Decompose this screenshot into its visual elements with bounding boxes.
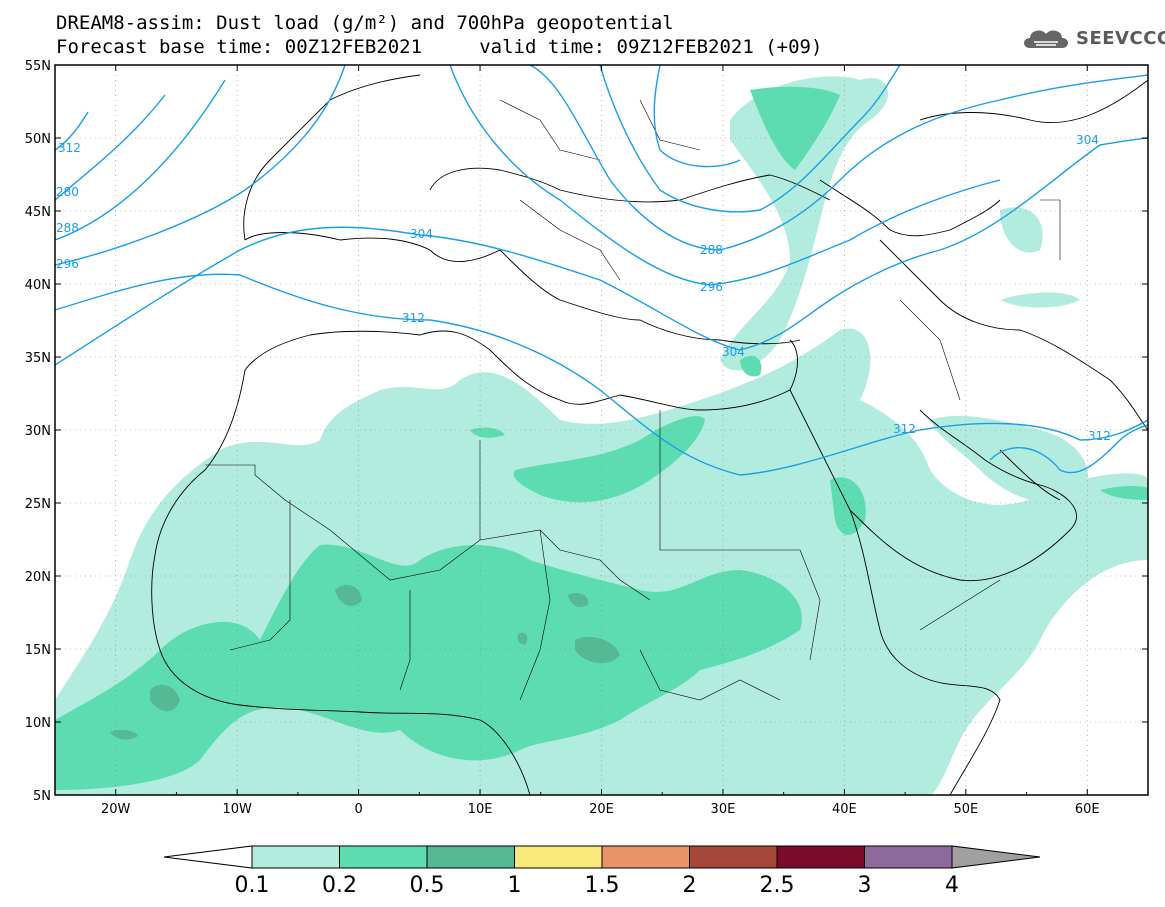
colorbar-segment — [601, 845, 690, 869]
seevccc-logo: SEEVCCC — [1020, 24, 1165, 52]
title-line-1: DREAM8-assim: Dust load (g/m²) and 700hP… — [56, 12, 674, 34]
contour-label: 312 — [1088, 429, 1111, 443]
contour-label: 296 — [700, 280, 723, 294]
lat-tick-label: 45N — [25, 205, 51, 220]
contour-label: 304 — [722, 345, 745, 359]
colorbar-segment — [776, 845, 865, 869]
lat-tick-label: 40N — [25, 278, 51, 293]
lon-tick-label: 20E — [589, 802, 614, 817]
lon-tick-label: 50E — [953, 802, 978, 817]
dust-level-0-5 — [110, 584, 620, 740]
contour-label: 288 — [700, 243, 723, 257]
country-borders — [205, 99, 1061, 701]
colorbar-segment — [251, 845, 340, 869]
dust-level-0-2 — [55, 86, 1148, 790]
colorbar-arrow-low — [163, 845, 253, 869]
contour-labels: 312 280 288 296 304 312 288 296 304 304 … — [56, 133, 1111, 443]
contour-label: 312 — [58, 141, 81, 155]
lon-tick-label: 10W — [222, 802, 252, 817]
colorbar-tick-label: 1.5 — [585, 873, 620, 898]
colorbar: 0.1 0.2 0.5 1 1.5 2 2.5 3 4 — [163, 845, 1041, 898]
colorbar-segment — [426, 845, 515, 869]
contour-label: 296 — [56, 257, 79, 271]
lat-tick-label: 20N — [25, 570, 51, 585]
latitude-axis: 55N 50N 45N 40N 35N 30N 25N 20N 15N 10N 5N — [25, 59, 1148, 804]
contour-label: 288 — [56, 221, 79, 235]
geopotential-contours — [55, 65, 1148, 476]
colorbar-segment — [864, 845, 953, 869]
logo-text: SEEVCCC — [1076, 27, 1165, 49]
lat-tick-label: 55N — [25, 59, 51, 74]
colorbar-segment — [339, 845, 428, 869]
contour-label: 304 — [410, 227, 433, 241]
lon-tick-label: 40E — [832, 802, 857, 817]
lat-tick-label: 25N — [25, 497, 51, 512]
contour-label: 312 — [893, 422, 916, 436]
colorbar-segment — [514, 845, 603, 869]
colorbar-tick-label: 0.2 — [322, 873, 357, 898]
longitude-axis: 20W 10W 0 10E 20E 30E 40E 50E 60E — [54, 65, 1149, 817]
contour-label: 312 — [402, 311, 425, 325]
colorbar-tick-label: 2.5 — [760, 873, 795, 898]
lon-tick-label: 20W — [101, 802, 131, 817]
lon-tick-label: 30E — [711, 802, 736, 817]
colorbar-tick-label: 3 — [858, 873, 872, 898]
lat-tick-label: 15N — [25, 643, 51, 658]
lon-tick-label: 60E — [1075, 802, 1100, 817]
lat-tick-label: 30N — [25, 424, 51, 439]
lat-tick-label: 50N — [25, 132, 51, 147]
colorbar-tick-label: 1 — [508, 873, 522, 898]
cloud-icon — [1024, 30, 1068, 48]
lon-tick-label: 0 — [354, 802, 362, 817]
lon-tick-label: 10E — [468, 802, 493, 817]
colorbar-segment — [689, 845, 778, 869]
lat-tick-label: 5N — [33, 789, 51, 804]
contour-label: 280 — [56, 185, 79, 199]
title-line-2: Forecast base time: 00Z12FEB2021 valid t… — [56, 36, 823, 58]
colorbar-tick-label: 0.1 — [235, 873, 270, 898]
colorbar-tick-label: 2 — [683, 873, 697, 898]
colorbar-arrow-high — [951, 845, 1041, 869]
colorbar-tick-label: 0.5 — [410, 873, 445, 898]
lat-tick-label: 35N — [25, 351, 51, 366]
lat-tick-label: 10N — [25, 716, 51, 731]
colorbar-tick-label: 4 — [945, 873, 959, 898]
